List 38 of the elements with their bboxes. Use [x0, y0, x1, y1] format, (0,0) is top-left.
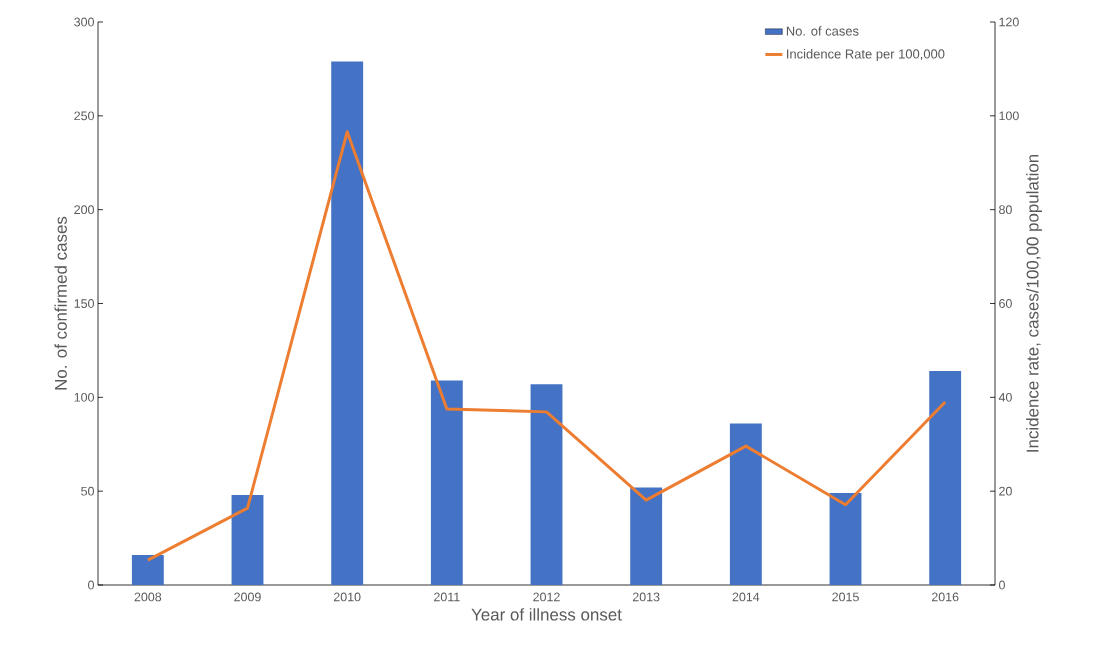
legend-label: Incidence Rate per 100,000	[787, 49, 945, 62]
x-axis-title: Year of illness onset	[471, 608, 622, 621]
bar	[630, 487, 663, 585]
x-tick-label: 2016	[931, 592, 959, 602]
y2-tick-label: 20	[999, 486, 1012, 496]
bar	[430, 380, 463, 585]
x-tick-label: 2009	[234, 592, 261, 602]
y-tick-label: 250	[74, 111, 94, 121]
y-tick-label: 0	[88, 580, 94, 590]
y-tick-label: 150	[74, 299, 94, 308]
y2-tick-label: 0	[999, 580, 1005, 590]
bar	[231, 494, 264, 585]
y-tick-label: 100	[74, 392, 94, 402]
bar	[530, 384, 563, 585]
x-tick-label: 2008	[134, 592, 162, 602]
y2-tick-label: 40	[998, 392, 1012, 402]
bar	[131, 554, 164, 585]
x-tick-label: 2013	[632, 592, 660, 602]
bar	[829, 493, 862, 585]
y-tick-label: 300	[74, 17, 94, 27]
y2-tick-label: 100	[999, 111, 1019, 121]
y2-tick-label: 120	[999, 17, 1019, 27]
y2-tick-label: 80	[999, 205, 1012, 215]
x-tick-label: 2012	[533, 592, 560, 602]
x-tick-label: 2010	[333, 592, 361, 602]
line-series	[146, 130, 947, 562]
bar	[729, 423, 762, 585]
bar	[331, 61, 364, 585]
bar	[929, 371, 962, 585]
x-tick-label: 2014	[732, 592, 760, 602]
y-tick-label: 200	[74, 205, 94, 215]
y-tick-label: 50	[81, 486, 94, 496]
x-tick-label: 2011	[434, 592, 460, 602]
y2-tick-label: 60	[999, 299, 1012, 308]
x-tick-label: 2015	[832, 592, 859, 602]
y2-axis-title: Incidence rate, cases/100,00 population	[1026, 154, 1042, 452]
y-axis-title: No. of confirmed cases	[54, 216, 67, 390]
legend-label: No. of cases	[786, 26, 859, 36]
